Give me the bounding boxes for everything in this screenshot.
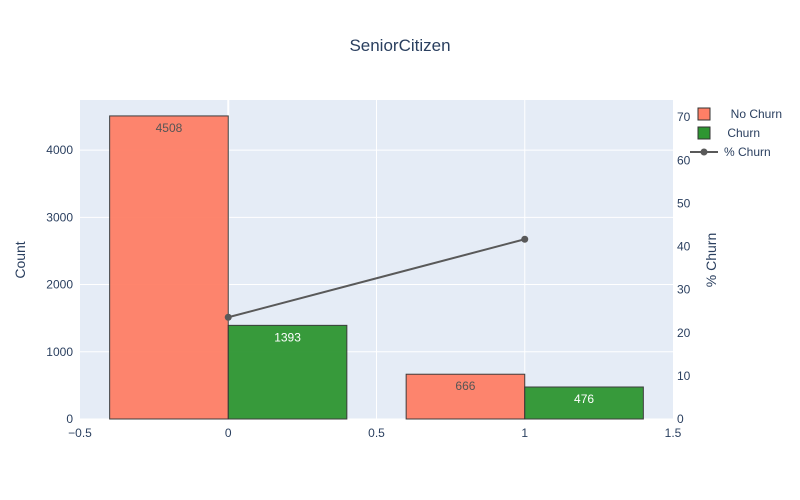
y2-tick-label: 20 [677,326,691,340]
legend-label: Churn [724,126,760,140]
legend-label: % Churn [724,145,771,159]
legend-swatch [697,126,711,140]
line-point [224,313,232,321]
legend-marker [700,148,708,156]
line-series [227,238,526,319]
bar-label: 476 [574,392,594,406]
x-tick-label: 1.5 [665,426,682,440]
legend-swatch [697,107,711,121]
bars-layer: 4508 666 1393 476 [109,115,644,420]
y-tick-label: 4000 [46,143,73,157]
y-tick-label: 2000 [46,278,73,292]
bar-label: 4508 [156,121,183,135]
legend: No Churn Churn % Churn [690,107,782,159]
bar [109,115,229,420]
x-tick-label: −0.5 [68,426,92,440]
y-tick-label: 1000 [46,345,73,359]
y2-tick-label: 0 [677,412,684,426]
x-tick-label: 0 [225,426,232,440]
bar-label: 1393 [274,330,301,344]
line-layer [224,235,529,321]
y2-tick-label: 70 [677,110,691,124]
legend-label: No Churn [724,107,782,121]
line-point [521,235,529,243]
x-tick-label: 0.5 [368,426,385,440]
y-tick-label: 0 [66,412,73,426]
bar [524,386,644,420]
chart-title: SeniorCitizen [349,36,450,55]
y2-tick-label: 30 [677,283,691,297]
y2-tick-label: 10 [677,369,691,383]
y-axis-title: Count [12,241,28,278]
x-tick-label: 1 [521,426,528,440]
bar [227,324,348,420]
y-tick-label: 3000 [46,210,73,224]
y2-tick-label: 60 [677,153,691,167]
bar [405,373,526,420]
y2-tick-label: 40 [677,240,691,254]
bar-label: 666 [455,379,475,393]
y2-tick-label: 50 [677,196,691,210]
y2-axis-title: % Churn [703,233,719,287]
